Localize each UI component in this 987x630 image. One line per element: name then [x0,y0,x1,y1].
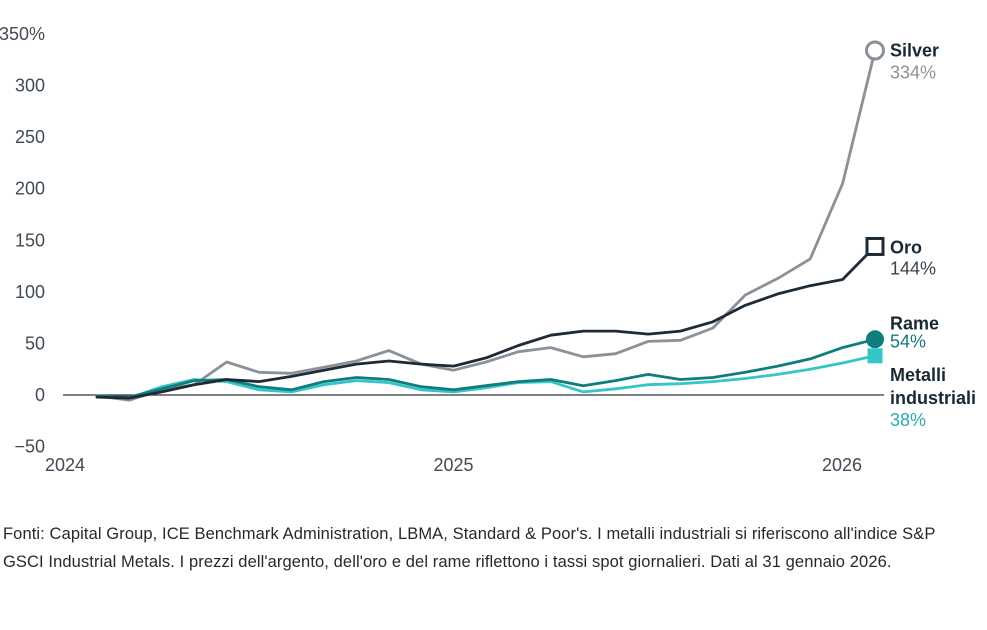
series-name-label-rame: Rame [890,313,939,333]
y-axis-tick-label: 200 [15,179,45,199]
series-value-label-rame: 54% [890,331,926,351]
y-axis-tick-label: 300 [15,76,45,96]
series-line-metalli-industriali [95,354,877,400]
series-marker-silver [865,40,885,61]
series-line-oro [95,245,877,400]
series-name-label-metalli-industriali: industriali [890,388,976,408]
x-axis-tick-label: 2024 [45,455,85,475]
series-marker-rame [866,330,884,349]
series-marker-metalli-industriali [867,348,883,364]
series-value-label-metalli-industriali: 38% [890,410,926,430]
y-axis-tick-label: 150 [15,230,45,250]
source-footnote: Fonti: Capital Group, ICE Benchmark Admi… [3,524,936,571]
y-axis-tick-label: −50 [14,437,45,457]
x-axis-tick-label: 2025 [433,455,473,475]
y-axis-tick-label: 350% [0,24,45,44]
x-axis-tick-label: 2026 [822,455,862,475]
series-name-label-metalli-industriali: Metalli [890,365,946,385]
y-axis-tick-label: 100 [15,282,45,302]
y-axis-tick-label: 0 [35,385,45,405]
series-value-label-silver: 334% [890,63,936,83]
y-axis-tick-label: 50 [25,333,45,353]
series-value-label-oro: 144% [890,258,936,278]
series-name-label-silver: Silver [890,41,939,61]
y-axis-tick-label: 250 [15,127,45,147]
series-marker-oro [865,236,885,256]
series-name-label-oro: Oro [890,237,922,257]
chart-area: 350% 300 250 200 150 100 50 0 −50 2024 2025 2026 Sil… [0,24,976,475]
series-line-silver [95,49,877,402]
